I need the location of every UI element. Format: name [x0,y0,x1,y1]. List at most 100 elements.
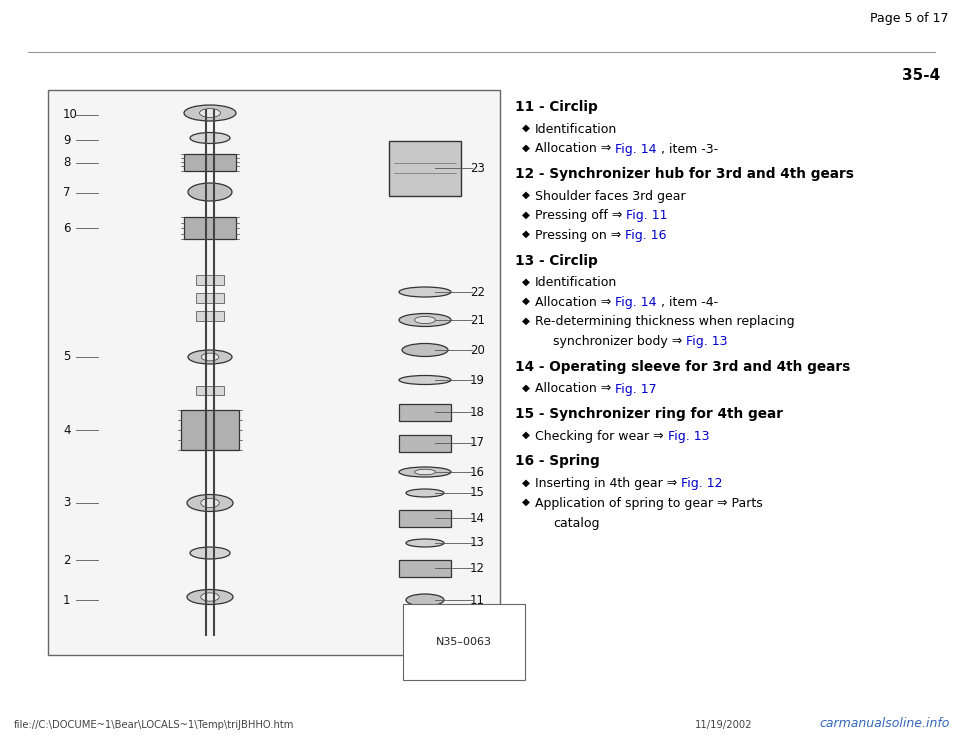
Text: 11/19/2002: 11/19/2002 [695,720,753,730]
Ellipse shape [184,105,236,121]
Ellipse shape [415,316,436,324]
Text: 15: 15 [470,487,485,499]
Text: 5: 5 [63,350,70,364]
Ellipse shape [399,467,451,477]
Text: Pressing off ⇒: Pressing off ⇒ [535,209,626,223]
Text: 14 - Operating sleeve for 3rd and 4th gears: 14 - Operating sleeve for 3rd and 4th ge… [515,360,851,373]
Bar [184,217,236,239]
Text: Shoulder faces 3rd gear: Shoulder faces 3rd gear [535,190,685,203]
Text: 22: 22 [470,286,485,298]
Text: ◆: ◆ [522,430,530,440]
Ellipse shape [415,469,436,475]
Text: 15 - Synchronizer ring for 4th gear: 15 - Synchronizer ring for 4th gear [515,407,783,421]
Bar [196,386,224,395]
Text: Inserting in 4th gear ⇒: Inserting in 4th gear ⇒ [535,478,682,490]
Text: 23: 23 [470,162,485,174]
Text: 20: 20 [470,344,485,356]
Text: synchronizer body ⇒: synchronizer body ⇒ [553,335,686,348]
Text: ◆: ◆ [522,123,530,133]
Ellipse shape [406,489,444,497]
Text: ◆: ◆ [522,229,530,239]
Text: Fig. 14: Fig. 14 [615,142,657,156]
Ellipse shape [200,108,221,117]
Text: 13: 13 [470,536,485,550]
Ellipse shape [406,539,444,547]
Text: Allocation ⇒: Allocation ⇒ [535,142,615,156]
Bar [389,140,461,195]
Text: 12: 12 [470,562,485,574]
Text: Re-determining thickness when replacing: Re-determining thickness when replacing [535,315,795,329]
Text: 2: 2 [63,554,70,566]
Text: 19: 19 [470,373,485,387]
Text: ◆: ◆ [522,497,530,507]
Bar [48,90,500,655]
Text: Fig. 14: Fig. 14 [615,296,657,309]
Text: file://C:\DOCUME~1\Bear\LOCALS~1\Temp\triJBHHO.htm: file://C:\DOCUME~1\Bear\LOCALS~1\Temp\tr… [14,720,295,730]
Text: catalog: catalog [553,516,599,530]
Text: 10: 10 [63,108,78,122]
Text: Pressing on ⇒: Pressing on ⇒ [535,229,625,242]
Text: Allocation ⇒: Allocation ⇒ [535,382,615,395]
Text: Fig. 16: Fig. 16 [625,229,667,242]
Ellipse shape [190,133,230,143]
Bar [196,293,224,303]
Text: ◆: ◆ [522,190,530,200]
Text: ◆: ◆ [522,315,530,326]
Text: Identification: Identification [535,277,617,289]
Text: ◆: ◆ [522,209,530,220]
Text: 7: 7 [63,186,70,200]
Text: ◆: ◆ [522,296,530,306]
Text: 9: 9 [63,134,70,146]
Text: 13 - Circlip: 13 - Circlip [515,254,598,268]
Ellipse shape [201,499,219,508]
Ellipse shape [187,589,233,605]
Ellipse shape [201,593,219,601]
Ellipse shape [402,344,448,356]
Text: ◆: ◆ [522,142,530,153]
Bar [399,435,451,451]
Text: Page 5 of 17: Page 5 of 17 [870,12,948,25]
Text: Fig. 12: Fig. 12 [682,478,723,490]
Text: Checking for wear ⇒: Checking for wear ⇒ [535,430,667,443]
Text: N35–0063: N35–0063 [436,637,492,647]
Bar [181,410,239,450]
Ellipse shape [202,353,219,361]
Text: 16 - Spring: 16 - Spring [515,455,600,468]
Text: Identification: Identification [535,123,617,136]
Text: Fig. 13: Fig. 13 [686,335,728,348]
Text: 12 - Synchronizer hub for 3rd and 4th gears: 12 - Synchronizer hub for 3rd and 4th ge… [515,167,853,181]
Text: 14: 14 [470,511,485,525]
Text: ◆: ◆ [522,478,530,487]
Text: 3: 3 [63,496,70,510]
Text: 6: 6 [63,222,70,234]
Ellipse shape [190,547,230,559]
Ellipse shape [188,183,232,201]
Ellipse shape [406,594,444,606]
Text: Application of spring to gear ⇒ Parts: Application of spring to gear ⇒ Parts [535,497,763,510]
Text: Fig. 11: Fig. 11 [626,209,668,223]
Text: 16: 16 [470,465,485,479]
Ellipse shape [187,494,233,511]
Text: 35-4: 35-4 [901,68,940,83]
Bar [399,404,451,421]
Text: 21: 21 [470,314,485,326]
Text: ◆: ◆ [522,382,530,393]
Bar [399,559,451,577]
Ellipse shape [399,287,451,297]
Text: 17: 17 [470,436,485,450]
Text: , item -3-: , item -3- [657,142,718,156]
Text: Fig. 17: Fig. 17 [615,382,657,395]
Text: ◆: ◆ [522,277,530,286]
Bar [196,275,224,285]
Ellipse shape [399,314,451,326]
Text: 11: 11 [470,594,485,606]
Text: Allocation ⇒: Allocation ⇒ [535,296,615,309]
Text: , item -4-: , item -4- [657,296,718,309]
Text: 11 - Circlip: 11 - Circlip [515,100,598,114]
Ellipse shape [188,350,232,364]
Text: 4: 4 [63,424,70,436]
Text: 1: 1 [63,594,70,606]
Text: carmanualsoline.info: carmanualsoline.info [820,717,950,730]
Ellipse shape [399,375,451,384]
Text: 18: 18 [470,405,485,418]
